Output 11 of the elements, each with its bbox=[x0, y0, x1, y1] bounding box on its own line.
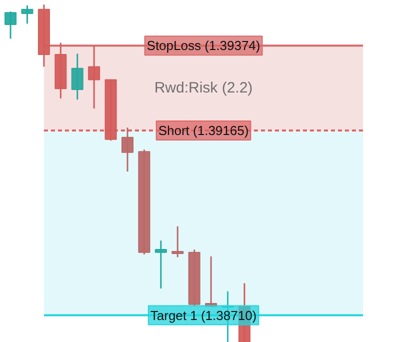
band-label: Rwd:Risk (2.2) bbox=[154, 80, 253, 97]
ref-line-label: StopLoss (1.39374) bbox=[146, 38, 260, 54]
candlestick bbox=[172, 226, 184, 258]
candlestick bbox=[88, 44, 100, 110]
candlestick bbox=[21, 4, 34, 24]
candlestick bbox=[71, 52, 84, 100]
candlestick bbox=[154, 240, 167, 290]
candlestick bbox=[4, 10, 17, 40]
candlestick bbox=[121, 126, 134, 172]
ref-line-label: Short (1.39165) bbox=[158, 122, 249, 138]
ref-line-label: Target 1 (1.38710) bbox=[150, 308, 257, 323]
